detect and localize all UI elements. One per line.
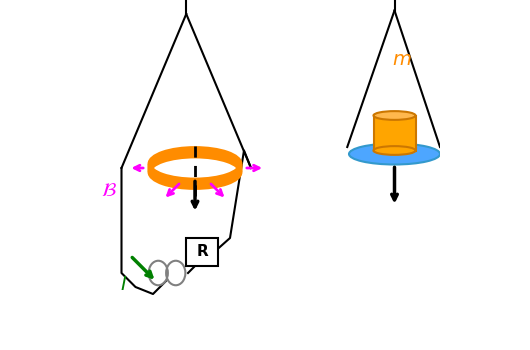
Text: $m$: $m$ [392, 50, 411, 69]
Ellipse shape [374, 111, 416, 120]
Text: $\mathcal{B}$: $\mathcal{B}$ [101, 181, 117, 200]
Text: R: R [196, 245, 208, 259]
Text: $I$: $I$ [120, 275, 127, 294]
Ellipse shape [374, 146, 416, 155]
Polygon shape [374, 116, 416, 150]
FancyBboxPatch shape [186, 238, 218, 266]
Ellipse shape [349, 144, 440, 164]
